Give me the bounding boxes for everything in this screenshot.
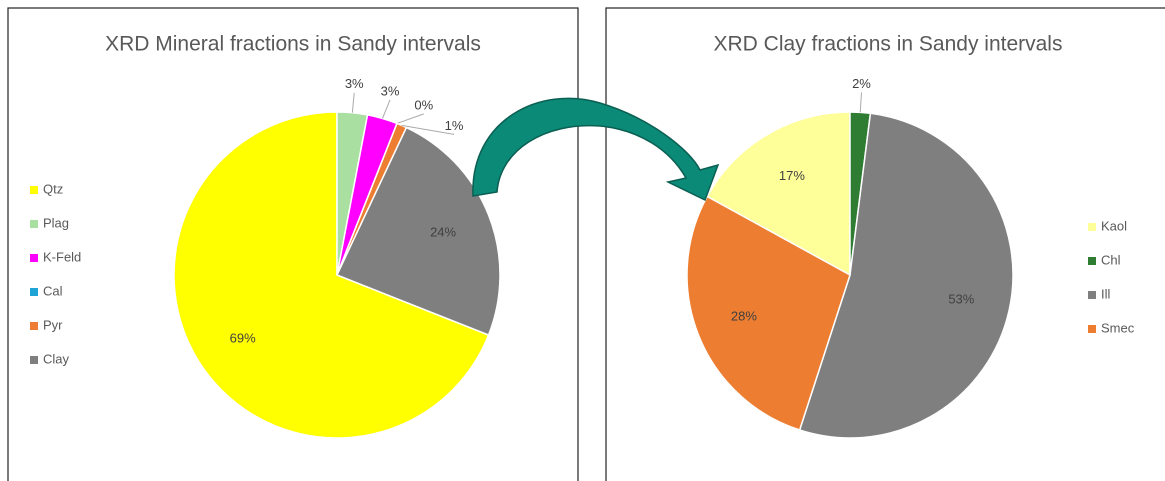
legend-swatch [30,186,38,194]
panel-border [605,7,1165,481]
value-label: 2% [852,76,871,91]
legend-label: Kaol [1101,218,1127,233]
legend-label: Chl [1101,252,1121,267]
value-label: 53% [948,291,974,306]
leader-line [396,113,424,124]
legend-swatch [1088,257,1096,265]
value-label: 1% [445,118,464,133]
legend-swatch [1088,325,1096,333]
legend-swatch [30,254,38,262]
pie-slice [173,111,490,439]
legend-label: Qtz [43,181,63,196]
leader-line [401,124,455,135]
value-label: 3% [345,76,364,91]
panel-border [7,7,579,481]
legend-swatch [30,288,38,296]
pie-slice [686,195,851,431]
value-label: 28% [731,308,757,323]
legend-swatch [30,220,38,228]
legend-label: Clay [43,351,70,366]
legend-swatch [30,356,38,364]
value-label: 3% [381,83,400,98]
legend-label: K-Feld [43,249,81,264]
legend-swatch [1088,223,1096,231]
arrow [472,97,720,202]
legend-label: Plag [43,215,69,230]
value-label: 17% [779,168,805,183]
legend-label: Pyr [43,317,63,332]
leader-line [351,92,355,113]
legend-label: Smec [1101,320,1135,335]
value-label: 24% [430,224,456,239]
legend-swatch [30,322,38,330]
legend-label: Ill [1101,286,1111,301]
pie-slice [335,126,501,336]
legend-label: Cal [43,283,63,298]
value-label: 69% [230,331,256,346]
leader-line [382,99,391,119]
chart-title: XRD Mineral fractions in Sandy intervals [105,33,481,56]
pie-slice [798,112,1014,439]
leader-line [859,92,862,113]
chart-title: XRD Clay fractions in Sandy intervals [714,33,1063,56]
legend-swatch [1088,291,1096,299]
pie-slice [706,111,851,277]
value-label: 0% [414,97,433,112]
